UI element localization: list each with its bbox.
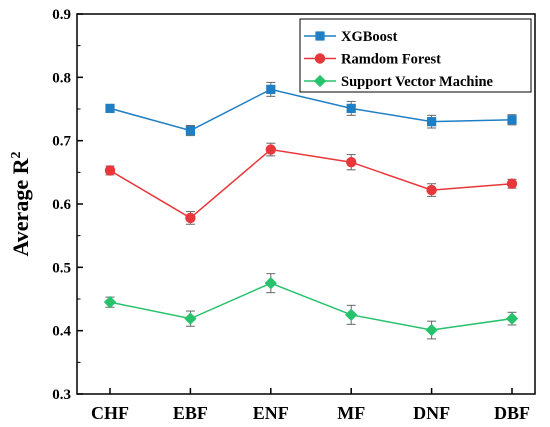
y-axis-label: Average R2 [8,152,33,257]
legend-label: XGBoost [341,29,398,45]
data-point [426,184,437,196]
x-tick-label: ENF [253,403,289,423]
data-point [184,312,197,325]
series-2 [103,273,519,340]
series-1 [104,142,518,225]
data-point [346,156,357,168]
x-tick-label: MF [337,403,365,423]
y-tick-label: 0.5 [52,260,71,276]
x-tick-label: DNF [413,403,450,423]
y-tick-label: 0.4 [52,324,71,340]
y-tick-label: 0.8 [52,70,71,86]
x-tick-label: EBF [173,403,208,423]
legend-entry: Support Vector Machine [304,74,494,90]
data-point [425,323,438,337]
y-axis-label-text: Average R [8,157,33,256]
legend-marker [313,74,327,88]
legend-marker [315,31,325,41]
data-point [345,308,358,321]
data-point [506,178,518,189]
y-tick-label: 0.9 [52,7,71,23]
series-line [109,282,513,331]
x-axis-ticks: CHF EBF ENF MF DNF DBF [91,388,530,423]
legend-entry: XGBoost [304,29,398,45]
legend-entry: Ramdom Forest [304,52,441,68]
y-axis-label-superscript: 2 [9,152,24,159]
y-tick-label: 0.6 [52,197,71,213]
x-tick-label: CHF [91,403,129,423]
legend: XGBoost Ramdom Forest Support Vector Machi… [299,18,532,93]
legend-box [299,18,532,93]
y-tick-label: 0.7 [52,134,71,150]
data-point [266,84,276,94]
data-point [104,165,116,176]
data-point [426,117,437,127]
y-tick-label: 0.3 [52,387,71,403]
data-point [103,296,117,309]
data-point [105,103,115,113]
data-point [346,103,356,113]
series-layer [103,81,519,340]
x-tick-label: DBF [494,403,530,423]
data-point [507,115,517,125]
series-0 [105,81,517,137]
data-point [264,277,277,290]
legend-marker [314,53,326,64]
series-line [109,148,513,219]
series-line [109,88,513,132]
legend-label: Ramdom Forest [341,52,441,68]
data-point [265,144,277,155]
data-point [185,125,195,136]
data-point [505,312,519,325]
y-axis-ticks: 0.3 0.4 0.5 0.6 0.7 0.8 0.9 [52,7,83,403]
data-point [185,212,196,224]
legend-label: Support Vector Machine [341,74,494,90]
